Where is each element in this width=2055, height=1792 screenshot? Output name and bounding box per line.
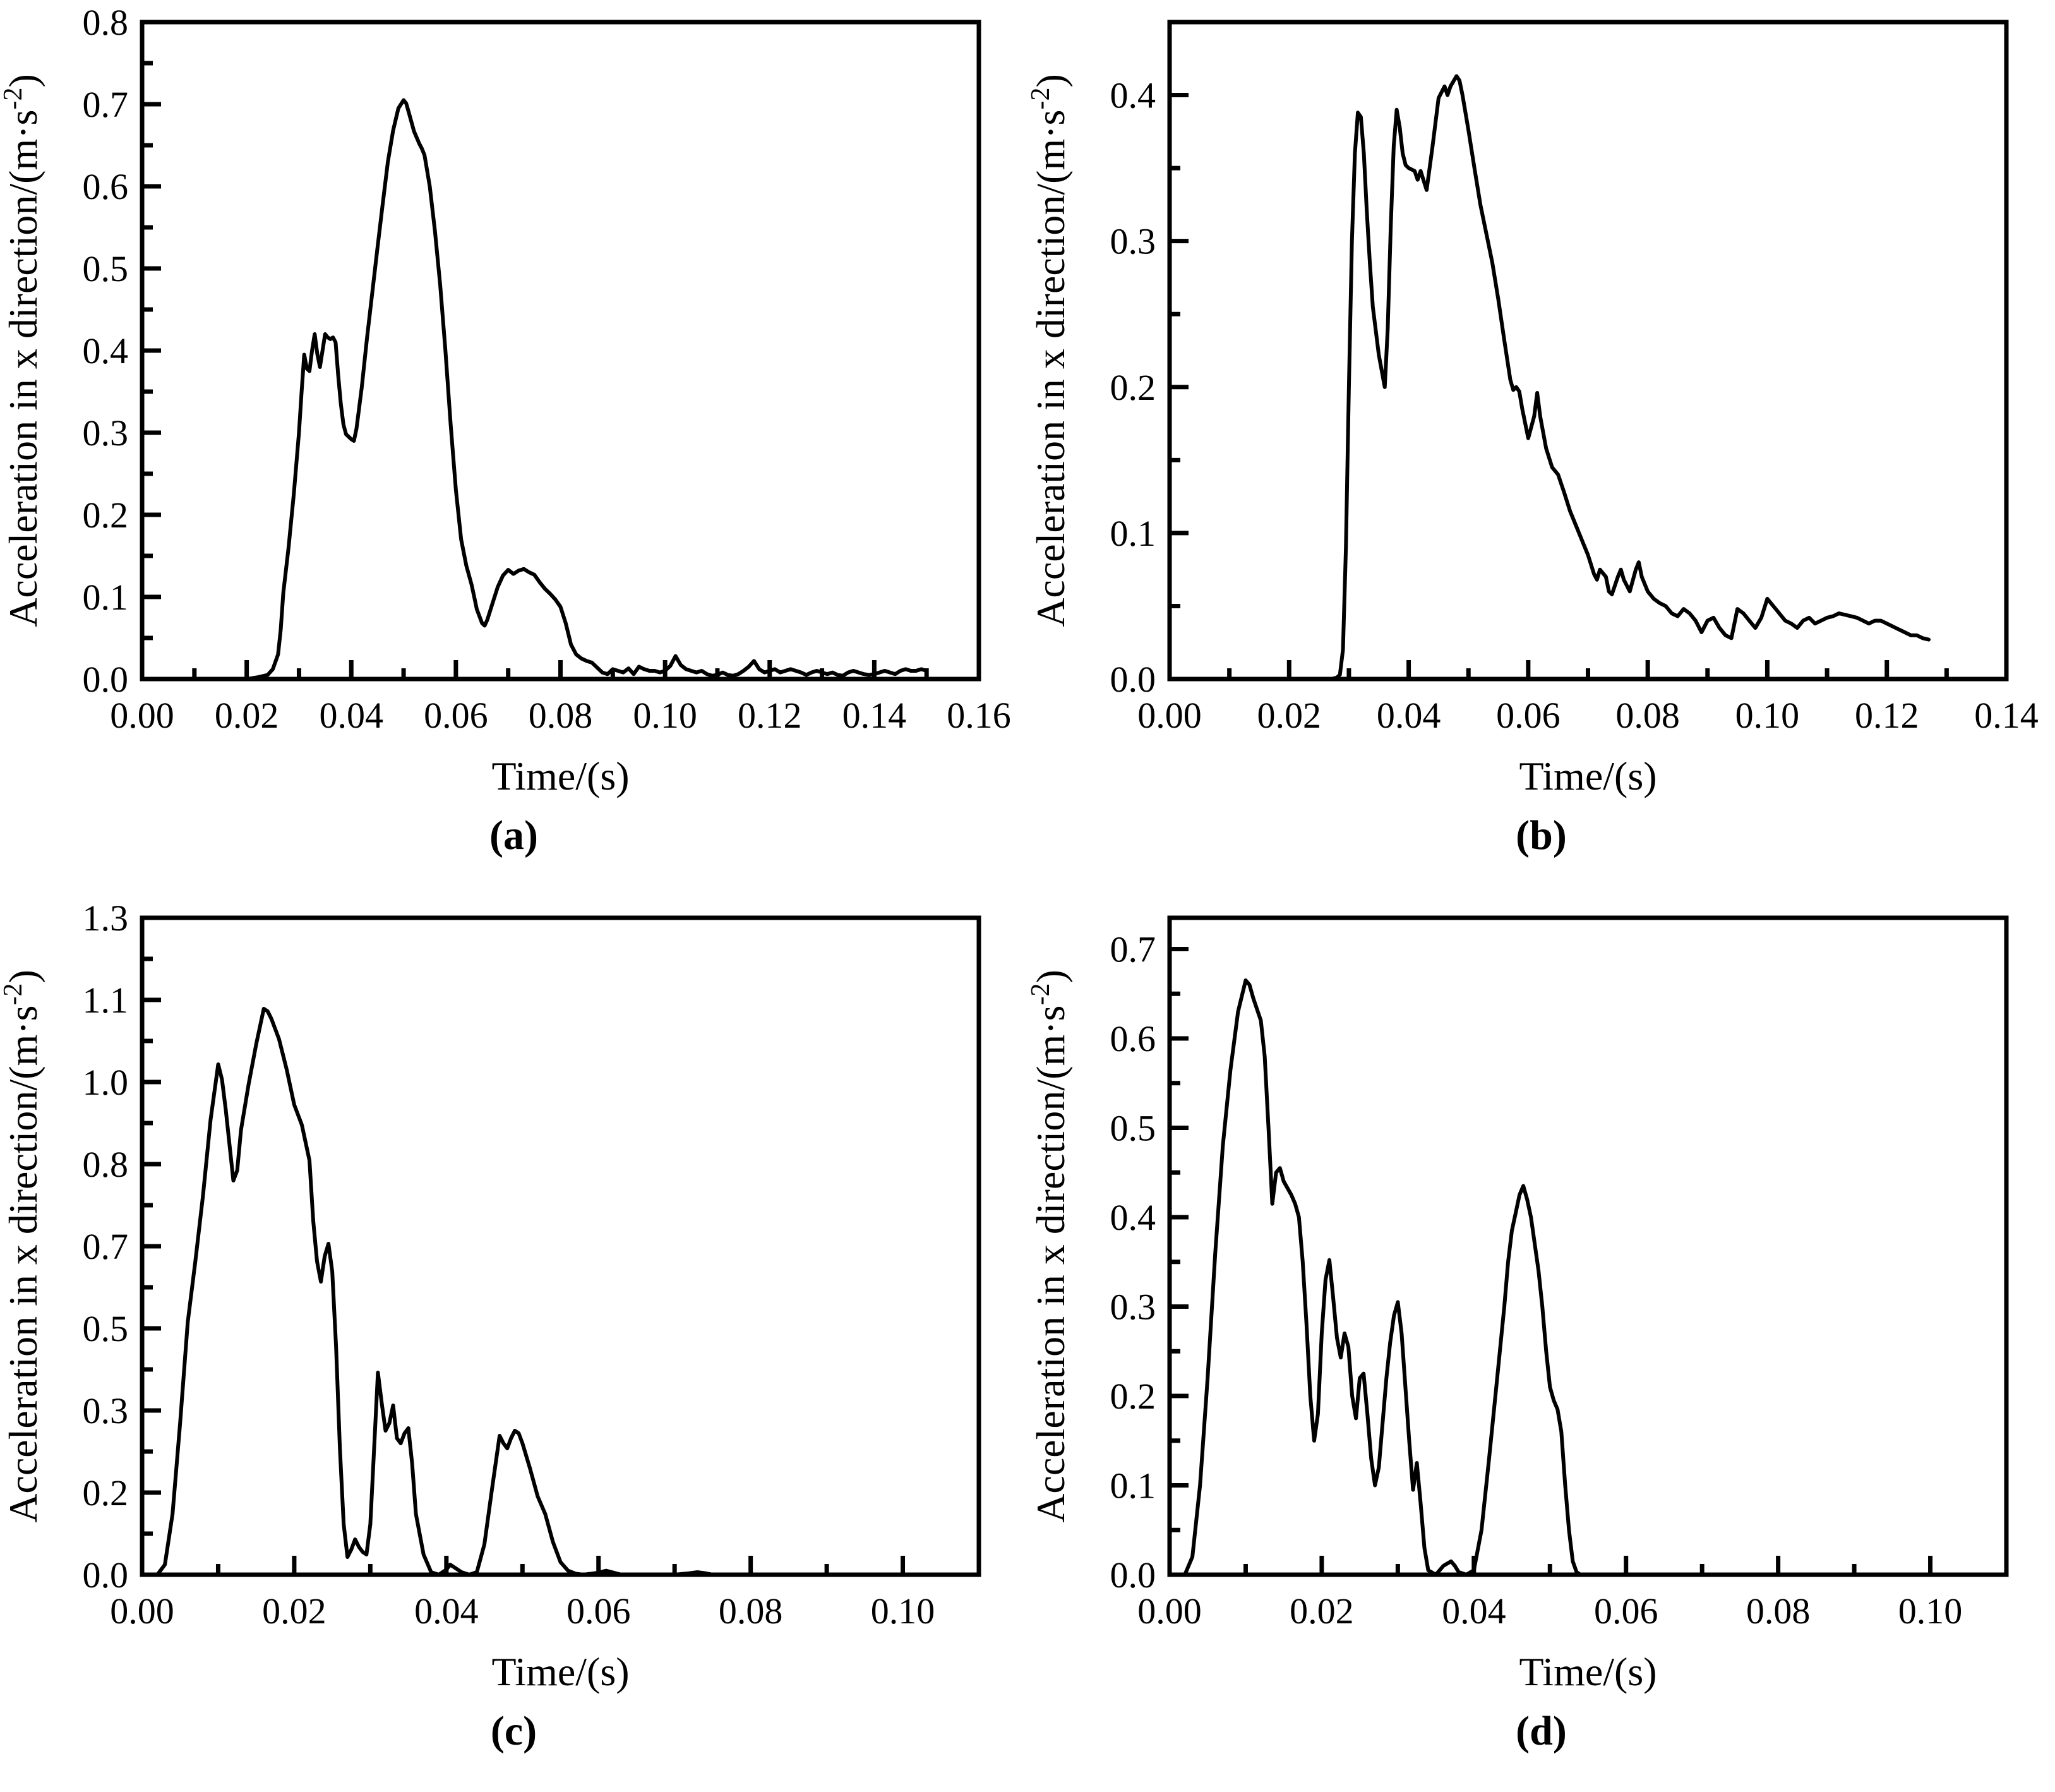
x-tick-label: 0.02 [1290,1591,1354,1632]
x-tick-label: 0.04 [1377,695,1441,736]
y-tick-label: 0.0 [83,659,129,700]
y-tick-label: 0.1 [1110,1465,1156,1506]
x-tick-label: 0.10 [1735,695,1800,736]
plot-frame [1167,915,2009,1577]
x-tick-label: 0.02 [215,695,279,736]
y-tick-label: 0.2 [83,495,129,536]
y-tick-label: 0.0 [1110,659,1156,700]
panel-c: 0.00 0.02 0.04 0.06 0.08 0.10 0.0 0.2 0.3 0.5 0.7 0… [0,896,1028,1791]
x-tick-label: 0.06 [1594,1591,1658,1632]
panel-b: 0.00 0.02 0.04 0.06 0.08 0.10 0.12 0.14 0.0 0.1 0.… [1028,0,2055,896]
y-tick-label: 0.7 [1110,929,1156,970]
x-tick-label: 0.14 [842,695,907,736]
x-tick-label: 0.04 [414,1591,479,1632]
x-tick-label: 0.06 [424,695,488,736]
x-tick-label: 0.00 [1137,1591,1202,1632]
tick-labels: 0.00 0.02 0.04 0.06 0.08 0.10 0.12 0.14 0.16 0.0 0… [83,2,1011,736]
caption-d: (d) [1516,1708,1567,1754]
x-tick-label: 0.10 [1898,1591,1963,1632]
x-tick-label: 0.14 [1974,695,2039,736]
y-tick-label: 0.7 [83,84,129,125]
caption-b: (b) [1516,812,1567,858]
x-tick-label: 0.10 [633,695,697,736]
plot-frame [1167,20,2009,682]
plot-frame [140,20,981,682]
caption-c: (c) [490,1708,537,1754]
y-tick-label: 0.6 [1110,1018,1156,1059]
y-tick-label: 0.2 [83,1472,129,1513]
x-tick-label: 0.08 [529,695,593,736]
data-line [140,1007,943,1577]
y-tick-label: 0.7 [83,1226,129,1267]
y-tick-label: 0.5 [83,248,129,289]
x-tick-label: 0.00 [1137,695,1202,736]
y-tick-label: 0.1 [1110,513,1156,554]
x-tick-label: 0.08 [1746,1591,1811,1632]
x-tick-label: 0.02 [1257,695,1322,736]
y-axis-label: Acceleration in x direction/(m·s-2) [1028,970,1073,1523]
x-tick-label: 0.06 [566,1591,631,1632]
x-tick-label: 0.02 [262,1591,327,1632]
x-tick-label: 0.00 [110,695,174,736]
panel-d: 0.00 0.02 0.04 0.06 0.08 0.10 0.0 0.1 0.2 0.3 0.4 0… [1028,896,2055,1791]
y-tick-label: 0.0 [83,1554,129,1596]
y-tick-label: 0.8 [83,1144,129,1185]
x-axis-label: Time/(s) [1519,1649,1657,1694]
data-line [140,98,929,681]
y-axis-label: Acceleration in x direction/(m·s-2) [0,74,45,627]
y-tick-label: 0.6 [83,166,129,207]
y-tick-label: 0.5 [83,1308,129,1349]
chart-b: 0.00 0.02 0.04 0.06 0.08 0.10 0.12 0.14 0.0 0.1 0.… [1028,20,2039,798]
y-tick-label: 0.3 [83,1390,129,1431]
x-axis-label: Time/(s) [491,1649,629,1694]
x-tick-label: 0.04 [1442,1591,1506,1632]
y-tick-label: 0.2 [1110,367,1156,408]
plot-frame [140,915,981,1577]
axes [1167,915,2009,1577]
y-tick-label: 0.3 [1110,1287,1156,1328]
y-tick-label: 1.3 [83,898,129,939]
y-axis-label: Acceleration in x direction/(m·s-2) [1028,74,1073,627]
axes [1167,20,2009,682]
y-tick-label: 0.0 [1110,1554,1156,1596]
panel-a: 0.00 0.02 0.04 0.06 0.08 0.10 0.12 0.14 0.16 0.0 0… [0,0,1028,896]
chart-d: 0.00 0.02 0.04 0.06 0.08 0.10 0.0 0.1 0.2 0.3 0.4 0… [1028,915,2009,1694]
tick-labels: 0.00 0.02 0.04 0.06 0.08 0.10 0.0 0.1 0.2 0.3 0.4 0… [1110,929,1963,1632]
y-axis-label: Acceleration in x direction/(m·s-2) [0,970,45,1523]
y-tick-label: 0.5 [1110,1108,1156,1149]
x-tick-label: 0.12 [1855,695,1919,736]
chart-c: 0.00 0.02 0.04 0.06 0.08 0.10 0.0 0.2 0.3 0.5 0.7 0… [0,898,981,1694]
axes [140,20,981,682]
axes [140,915,981,1577]
y-tick-label: 1.1 [83,980,129,1021]
y-tick-label: 0.4 [1110,75,1156,116]
y-tick-label: 1.0 [83,1062,129,1103]
y-tick-label: 0.2 [1110,1376,1156,1417]
x-tick-label: 0.00 [110,1591,174,1632]
y-tick-label: 0.4 [83,330,129,371]
x-tick-label: 0.16 [947,695,1011,736]
data-line [1168,74,1931,681]
tick-labels: 0.00 0.02 0.04 0.06 0.08 0.10 0.12 0.14 0.0 0.1 0.… [1110,75,2039,736]
x-tick-label: 0.08 [1615,695,1680,736]
y-tick-label: 0.4 [1110,1197,1156,1238]
x-tick-label: 0.12 [738,695,802,736]
y-tick-label: 0.3 [83,412,129,454]
x-tick-label: 0.04 [320,695,384,736]
x-axis-label: Time/(s) [1519,754,1657,798]
tick-labels: 0.00 0.02 0.04 0.06 0.08 0.10 0.0 0.2 0.3 0.5 0.7 0… [83,898,935,1632]
y-tick-label: 0.8 [83,2,129,43]
chart-a: 0.00 0.02 0.04 0.06 0.08 0.10 0.12 0.14 0.16 0.0 0… [0,2,1011,798]
x-tick-label: 0.08 [719,1591,783,1632]
caption-a: (a) [489,812,538,858]
x-axis-label: Time/(s) [491,754,629,798]
x-tick-label: 0.06 [1496,695,1561,736]
x-tick-label: 0.10 [871,1591,935,1632]
y-tick-label: 0.3 [1110,221,1156,262]
data-line [1168,978,1970,1577]
y-tick-label: 0.1 [83,577,129,618]
